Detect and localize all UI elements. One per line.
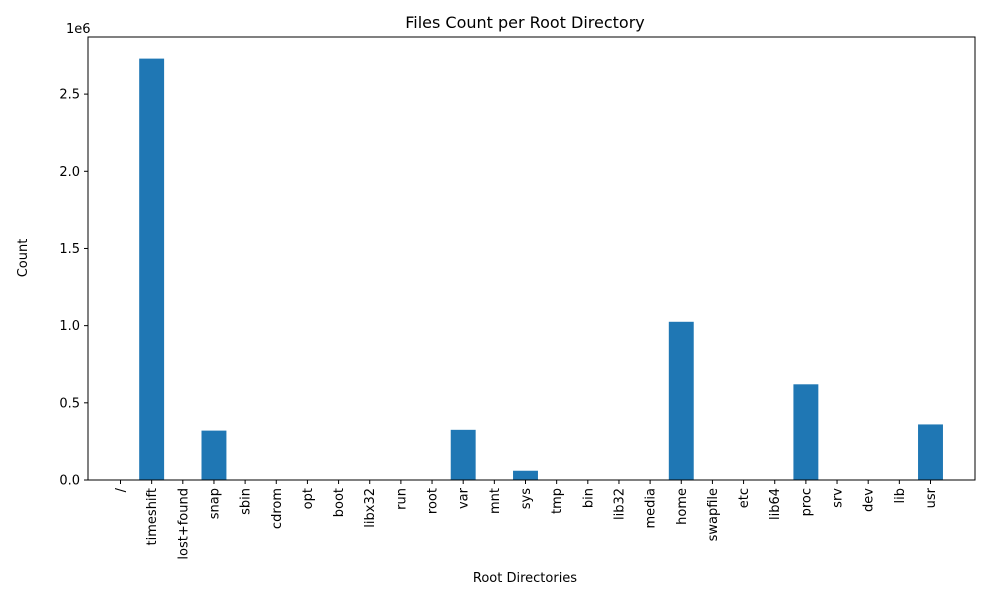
x-tick-label: proc — [799, 488, 814, 516]
x-tick-label: run — [394, 488, 409, 510]
x-tick-label: tmp — [550, 488, 565, 514]
x-tick-label: snap — [207, 488, 222, 519]
x-tick-label: srv — [831, 488, 846, 508]
x-tick-label: usr — [924, 487, 939, 508]
y-axis-offset-label: 1e6 — [66, 22, 91, 37]
y-tick-label: 0.0 — [59, 474, 80, 489]
x-tick-label: libx32 — [363, 488, 378, 528]
x-tick-label: home — [675, 488, 690, 525]
bar-home — [668, 321, 694, 480]
y-axis-label: Count — [16, 239, 31, 278]
y-tick-label: 1.5 — [59, 242, 80, 257]
bars-layer — [139, 58, 943, 481]
x-tick-label: lib64 — [768, 488, 783, 520]
x-tick-label: lib32 — [612, 488, 627, 520]
x-tick-label: lost+found — [176, 488, 191, 560]
x-tick-label: / — [114, 487, 129, 492]
x-tick-label: opt — [301, 488, 316, 509]
bar-snap — [201, 430, 227, 480]
x-tick-label: boot — [332, 488, 347, 517]
x-tick-label: dev — [862, 488, 877, 512]
x-tick-label: timeshift — [145, 488, 160, 545]
bar-var — [450, 429, 476, 480]
y-tick-label: 2.0 — [59, 165, 80, 180]
x-tick-label: etc — [737, 488, 752, 508]
x-axis-label: Root Directories — [473, 571, 577, 586]
y-tick-label: 2.5 — [59, 88, 80, 103]
x-tick-label: sys — [519, 488, 534, 509]
y-axis-ticks: 0.0 0.5 1.0 1.5 2.0 2.5 — [59, 88, 88, 489]
x-axis-ticks: / timeshift lost+found snap sbin cdrom opt boot… — [114, 480, 939, 560]
y-tick-label: 0.5 — [59, 396, 80, 411]
x-tick-label: media — [644, 488, 659, 529]
bar-proc — [793, 384, 819, 480]
x-tick-label: bin — [581, 488, 596, 508]
x-tick-label: mnt — [488, 488, 503, 514]
bar-sys — [513, 470, 538, 480]
x-tick-label: var — [457, 487, 472, 509]
x-tick-label: lib — [893, 488, 908, 503]
chart-title: Files Count per Root Directory — [405, 13, 645, 32]
y-tick-label: 1.0 — [59, 319, 80, 334]
bar-timeshift — [139, 58, 165, 481]
plot-frame — [87, 36, 976, 481]
x-tick-label: sbin — [239, 488, 254, 515]
bar-usr — [918, 424, 943, 480]
x-tick-label: root — [426, 488, 441, 514]
x-tick-label: swapfile — [706, 488, 721, 541]
x-tick-label: cdrom — [270, 488, 285, 529]
